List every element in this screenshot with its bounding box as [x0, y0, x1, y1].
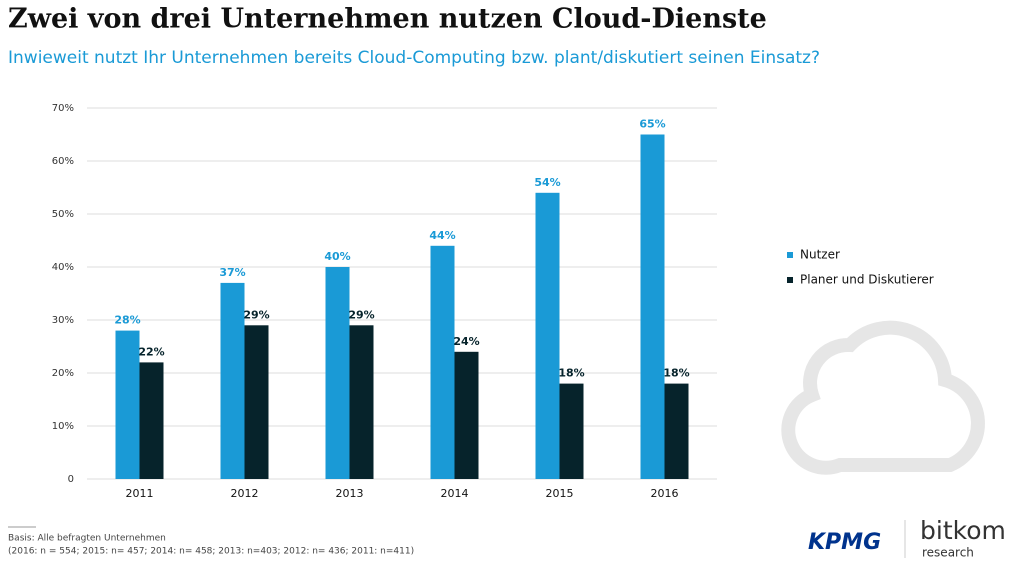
bar	[349, 325, 374, 479]
value-label: 40%	[324, 250, 350, 263]
bar	[244, 325, 269, 479]
footnote: (2016: n = 554; 2015: n= 457; 2014: n= 4…	[8, 547, 414, 557]
legend-label: Planer und Diskutierer	[800, 273, 934, 287]
y-tick-label: 60%	[52, 156, 74, 167]
value-label: 18%	[558, 367, 584, 380]
legend-label: Nutzer	[800, 248, 840, 262]
x-tick-label: 2016	[651, 487, 679, 500]
chart-subtitle: Inwieweit nutzt Ihr Unternehmen bereits …	[8, 48, 820, 68]
y-tick-label: 0	[68, 474, 74, 485]
value-label: 24%	[453, 335, 479, 348]
value-label: 54%	[534, 176, 560, 189]
x-tick-label: 2015	[546, 487, 574, 500]
y-tick-label: 20%	[52, 368, 74, 379]
value-label: 22%	[138, 345, 164, 358]
bar	[325, 267, 350, 479]
x-tick-label: 2011	[126, 487, 154, 500]
legend-swatch	[787, 277, 793, 283]
value-label: 28%	[114, 314, 140, 327]
y-tick-label: 10%	[52, 421, 74, 432]
x-tick-label: 2014	[441, 487, 469, 500]
footnote: Basis: Alle befragten Unternehmen	[8, 534, 166, 544]
logo-bitkom: bitkom	[920, 516, 1006, 545]
value-label: 29%	[243, 308, 269, 321]
logo-kpmg: KPMG	[808, 530, 881, 555]
bar	[139, 362, 164, 479]
bar	[220, 282, 245, 479]
y-tick-label: 30%	[52, 315, 74, 326]
bar	[640, 134, 665, 479]
y-tick-label: 70%	[52, 103, 74, 114]
value-label: 29%	[348, 308, 374, 321]
bar	[535, 192, 560, 480]
bar	[559, 383, 584, 479]
y-tick-label: 40%	[52, 262, 74, 273]
x-tick-label: 2013	[336, 487, 364, 500]
value-label: 65%	[639, 118, 665, 131]
cloud-icon	[781, 320, 985, 475]
chart-title: Zwei von drei Unternehmen nutzen Cloud-D…	[8, 4, 767, 35]
bar	[430, 245, 455, 479]
value-label: 44%	[429, 229, 455, 242]
x-tick-label: 2012	[231, 487, 259, 500]
bar	[115, 330, 140, 479]
value-label: 37%	[219, 266, 245, 279]
logo-research: research	[922, 546, 974, 560]
bar	[664, 383, 689, 479]
legend-swatch	[787, 252, 793, 258]
value-label: 18%	[663, 367, 689, 380]
y-tick-label: 50%	[52, 209, 74, 220]
bar	[454, 351, 479, 479]
